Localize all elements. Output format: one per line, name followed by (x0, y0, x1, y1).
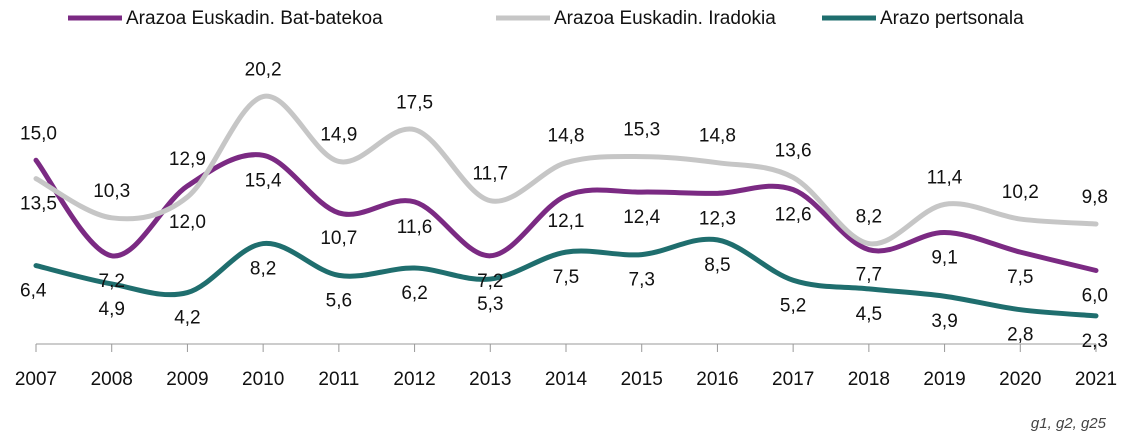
data-label: 5,6 (326, 290, 352, 311)
data-label: 12,1 (548, 211, 585, 232)
data-label: 10,2 (1002, 182, 1039, 203)
data-label: 7,3 (629, 270, 655, 291)
data-label: 11,7 (472, 164, 508, 185)
data-label: 15,4 (245, 170, 282, 191)
x-tick-label: 2019 (923, 369, 965, 390)
data-label: 15,0 (20, 123, 57, 144)
x-tick-label: 2015 (621, 369, 663, 390)
series-line (33, 152, 1099, 273)
data-label: 10,3 (93, 181, 130, 202)
x-tick-label: 2007 (15, 369, 57, 390)
data-label: 14,8 (699, 126, 736, 147)
data-label: 6,2 (401, 283, 427, 304)
x-tick-label: 2014 (545, 369, 588, 390)
x-tick-label: 2020 (999, 369, 1041, 390)
data-label: 10,7 (320, 228, 357, 249)
legend-label: Arazo pertsonala (880, 8, 1024, 29)
data-label: 11,6 (397, 217, 433, 238)
legend-label: Arazoa Euskadin. Bat-batekoa (126, 8, 383, 29)
x-tick-label: 2008 (91, 369, 133, 390)
source-note: g1, g2, g25 (1031, 415, 1107, 432)
data-label: 17,5 (396, 93, 433, 114)
data-label: 7,5 (553, 267, 579, 288)
data-label: 14,8 (548, 126, 585, 147)
data-label: 7,2 (477, 271, 503, 292)
data-label: 4,9 (99, 299, 125, 320)
data-label: 7,2 (99, 271, 125, 292)
data-label: 2,8 (1007, 325, 1033, 346)
data-label: 7,5 (1007, 267, 1033, 288)
data-label: 20,2 (245, 60, 282, 81)
series-line (33, 93, 1099, 247)
data-label: 12,4 (623, 207, 660, 228)
data-label: 13,5 (20, 194, 57, 215)
data-label: 4,2 (174, 308, 200, 329)
x-tick-label: 2010 (242, 369, 284, 390)
x-tick-label: 2012 (393, 369, 435, 390)
data-label: 3,9 (931, 311, 957, 332)
data-label: 9,1 (931, 248, 957, 269)
data-label: 13,6 (775, 140, 812, 161)
x-tick-label: 2018 (848, 369, 890, 390)
x-tick-label: 2013 (469, 369, 511, 390)
data-label: 8,2 (856, 207, 882, 228)
data-label: 12,3 (699, 208, 736, 229)
data-label: 11,4 (927, 167, 963, 188)
x-tick-label: 2021 (1075, 369, 1117, 390)
data-label: 9,8 (1082, 187, 1108, 208)
legend-label: Arazoa Euskadin. Iradokia (554, 8, 776, 29)
x-tick-label: 2016 (696, 369, 738, 390)
data-label: 8,5 (704, 255, 730, 276)
data-label: 15,3 (623, 120, 660, 141)
data-label: 5,2 (780, 295, 806, 316)
x-tick-label: 2009 (166, 369, 208, 390)
x-tick-label: 2017 (772, 369, 814, 390)
data-label: 12,9 (169, 149, 206, 170)
data-label: 12,0 (169, 212, 206, 233)
data-label: 12,6 (775, 205, 812, 226)
series-line (33, 236, 1099, 319)
data-label: 2,3 (1082, 331, 1108, 352)
x-tick-label: 2011 (318, 369, 359, 390)
data-label: 7,7 (856, 265, 882, 286)
data-label: 8,2 (250, 259, 276, 280)
data-label: 4,5 (856, 304, 882, 325)
data-label: 6,4 (20, 281, 47, 302)
data-label: 5,3 (477, 294, 503, 315)
data-label: 6,0 (1082, 286, 1108, 307)
data-label: 14,9 (320, 124, 357, 145)
